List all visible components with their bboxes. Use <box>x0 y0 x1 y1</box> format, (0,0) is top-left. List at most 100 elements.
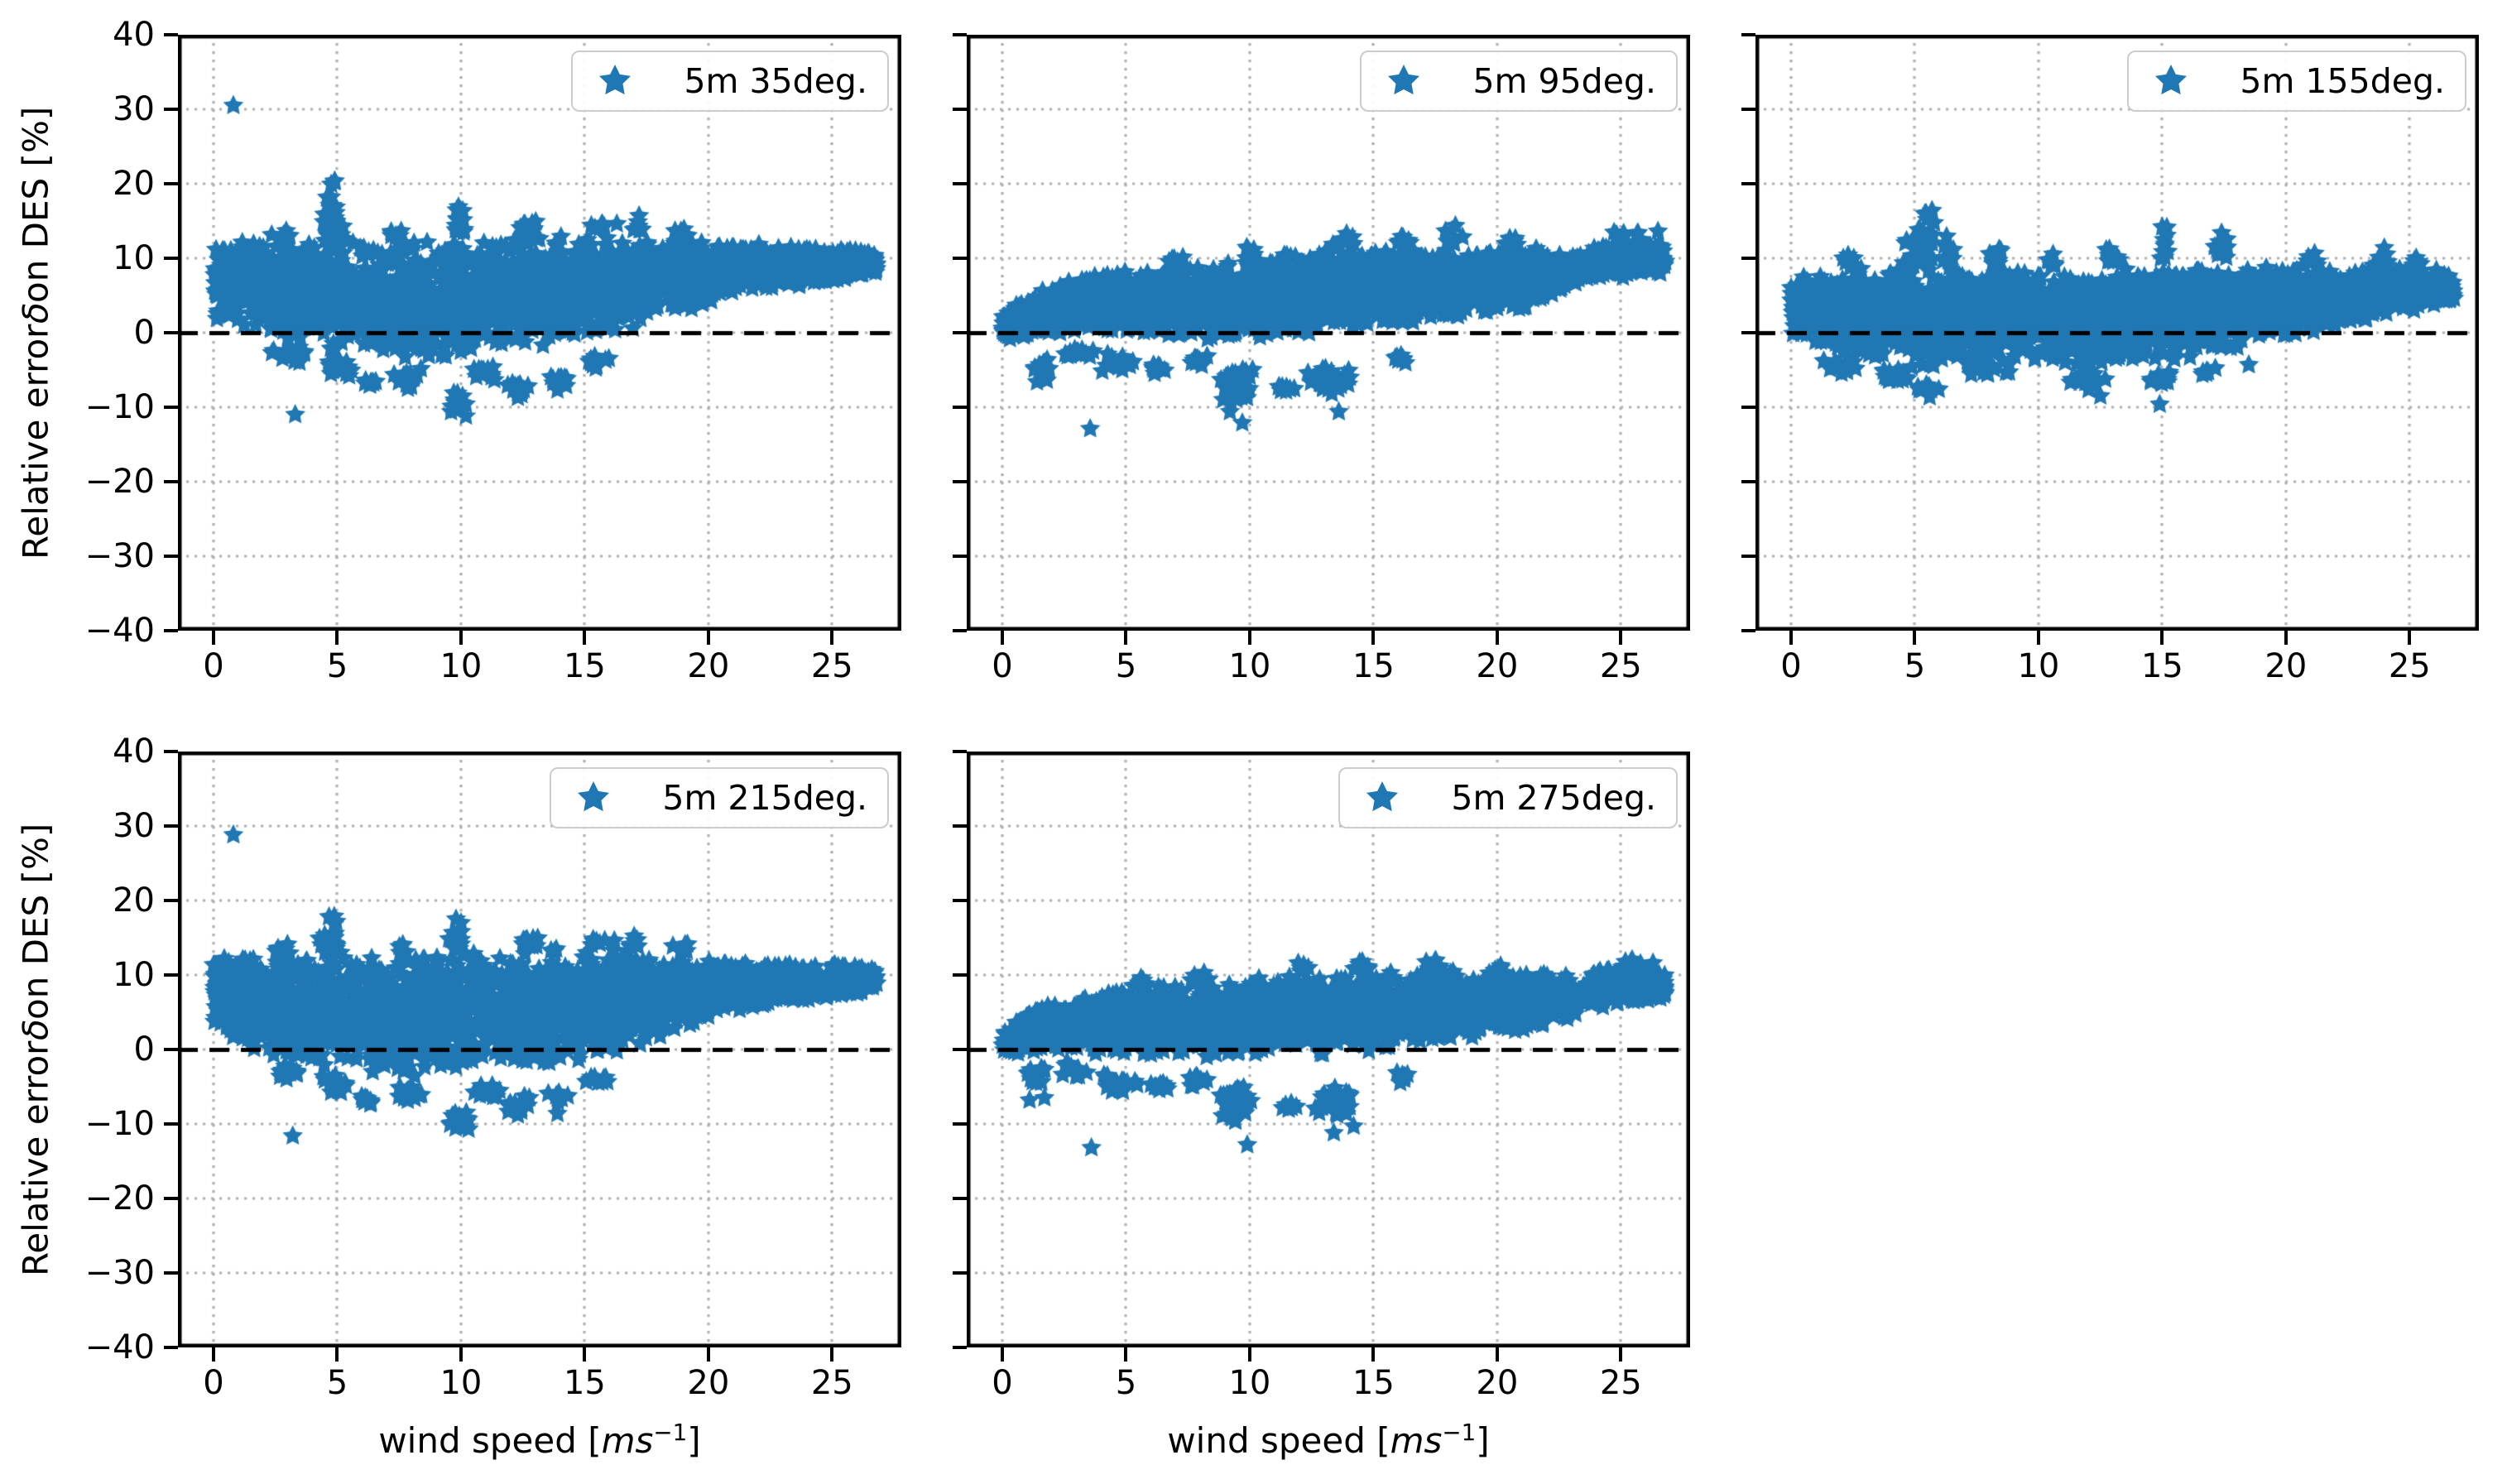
y-tick-mark <box>953 1271 967 1275</box>
x-tick-label: 10 <box>1228 647 1271 685</box>
x-tick-label: 20 <box>2264 647 2308 685</box>
y-tick-mark <box>164 750 178 753</box>
x-tick-label: 25 <box>810 1364 853 1402</box>
y-tick-mark <box>1741 257 1755 260</box>
subplot-5m-35deg: 5m 35deg. 0 5 10 15 20 25 −40 −30 −20 −10 0 10 20 30 4… <box>85 16 901 685</box>
x-axis-label: wind speed [ms−1] <box>967 1419 1690 1461</box>
x-tick-mark <box>1001 631 1005 645</box>
x-tick-label: 0 <box>1780 647 1802 685</box>
y-tick-mark <box>164 480 178 483</box>
y-tick-mark <box>164 973 178 977</box>
y-tick-mark <box>164 629 178 632</box>
subplot-5m-215deg: 5m 215deg. wind speed [ms−1] 0 5 10 15 20 25 −… <box>85 732 901 1461</box>
x-tick-label: 20 <box>1476 647 1519 685</box>
y-tick-label: −30 <box>84 1254 155 1292</box>
x-tick-label: 20 <box>687 1364 730 1402</box>
y-tick-label: −20 <box>84 1179 155 1217</box>
x-tick-label: 15 <box>1352 1364 1395 1402</box>
x-tick-label: 5 <box>1115 647 1137 685</box>
scatter-plot-canvas <box>178 752 901 1347</box>
y-tick-label: 0 <box>133 1030 155 1069</box>
star-marker-icon <box>578 781 610 812</box>
star-marker-icon <box>1388 65 1420 95</box>
x-tick-mark <box>1619 631 1623 645</box>
y-tick-mark <box>164 899 178 902</box>
x-tick-label: 0 <box>992 1364 1013 1402</box>
subplot-5m-155deg: 5m 155deg. 0 5 10 15 20 25 <box>1741 33 2479 685</box>
x-tick-mark <box>1371 631 1376 645</box>
legend-label: 5m 215deg. <box>662 778 867 818</box>
y-tick-mark <box>164 1122 178 1126</box>
exponent-text: −1 <box>653 1419 688 1446</box>
y-tick-mark <box>953 480 967 483</box>
y-tick-mark <box>1741 480 1755 483</box>
y-tick-mark <box>953 406 967 409</box>
x-axis-label-text2: ] <box>687 1420 701 1461</box>
x-tick-mark <box>583 631 587 645</box>
scatter-plot-canvas <box>178 35 901 631</box>
x-tick-label: 25 <box>810 647 853 685</box>
x-tick-label: 10 <box>2017 647 2060 685</box>
y-tick-label: −20 <box>84 463 155 501</box>
x-tick-mark <box>2036 631 2040 645</box>
x-tick-label: 25 <box>2388 647 2431 685</box>
legend-label: 5m 95deg. <box>1472 61 1656 101</box>
x-tick-label: 15 <box>1352 647 1395 685</box>
x-tick-label: 25 <box>1599 1364 1642 1402</box>
star-marker-icon <box>2155 65 2188 95</box>
y-tick-mark <box>1741 331 1755 334</box>
x-tick-label: 5 <box>326 1364 348 1402</box>
y-tick-label: 10 <box>113 956 155 994</box>
y-tick-mark <box>953 1346 967 1349</box>
x-tick-mark <box>459 631 463 645</box>
y-tick-mark <box>953 1122 967 1126</box>
scatter-plot-canvas <box>1755 35 2479 631</box>
y-tick-mark <box>164 33 178 36</box>
y-tick-label: 30 <box>113 807 155 845</box>
y-tick-mark <box>164 406 178 409</box>
x-tick-label: 10 <box>1228 1364 1271 1402</box>
y-tick-mark <box>164 1048 178 1051</box>
y-tick-label: 20 <box>113 881 155 920</box>
ms-math-text: ms <box>601 1420 654 1461</box>
x-tick-label: 20 <box>1476 1364 1519 1402</box>
x-tick-label: 15 <box>2140 647 2183 685</box>
x-tick-mark <box>2408 631 2412 645</box>
legend-box: 5m 155deg. <box>2127 50 2466 112</box>
x-tick-label: 5 <box>1115 1364 1137 1402</box>
x-tick-mark <box>706 631 710 645</box>
x-tick-mark <box>2160 631 2164 645</box>
y-tick-label: −40 <box>84 1328 155 1366</box>
subplot-5m-95deg: 5m 95deg. 0 5 10 15 20 25 <box>953 33 1690 685</box>
x-tick-label: 0 <box>203 647 224 685</box>
legend-box: 5m 215deg. <box>550 767 889 828</box>
star-marker-icon <box>599 65 632 95</box>
x-tick-mark <box>1001 1347 1005 1362</box>
scatter-plot-canvas <box>967 752 1690 1347</box>
legend-label: 5m 155deg. <box>2240 61 2445 101</box>
y-tick-mark <box>953 33 967 36</box>
y-tick-mark <box>953 899 967 902</box>
x-tick-mark <box>212 631 216 645</box>
x-tick-label: 5 <box>326 647 348 685</box>
y-tick-mark <box>164 257 178 260</box>
x-tick-label: 25 <box>1599 647 1642 685</box>
legend-box: 5m 35deg. <box>571 50 889 112</box>
x-tick-mark <box>1495 1347 1499 1362</box>
y-tick-mark <box>164 555 178 558</box>
x-tick-mark <box>459 1347 463 1362</box>
x-tick-mark <box>1247 1347 1251 1362</box>
y-tick-mark <box>1741 33 1755 36</box>
x-tick-label: 20 <box>687 647 730 685</box>
y-tick-mark <box>164 1271 178 1275</box>
x-tick-label: 15 <box>563 647 606 685</box>
y-tick-mark <box>1741 182 1755 185</box>
legend-box: 5m 275deg. <box>1338 767 1678 828</box>
x-tick-mark <box>830 631 834 645</box>
x-tick-label: 15 <box>563 1364 606 1402</box>
y-tick-label: −30 <box>84 537 155 575</box>
y-tick-mark <box>164 1346 178 1349</box>
legend-box: 5m 95deg. <box>1360 50 1678 112</box>
x-axis-label-text: wind speed [ <box>1167 1420 1390 1461</box>
